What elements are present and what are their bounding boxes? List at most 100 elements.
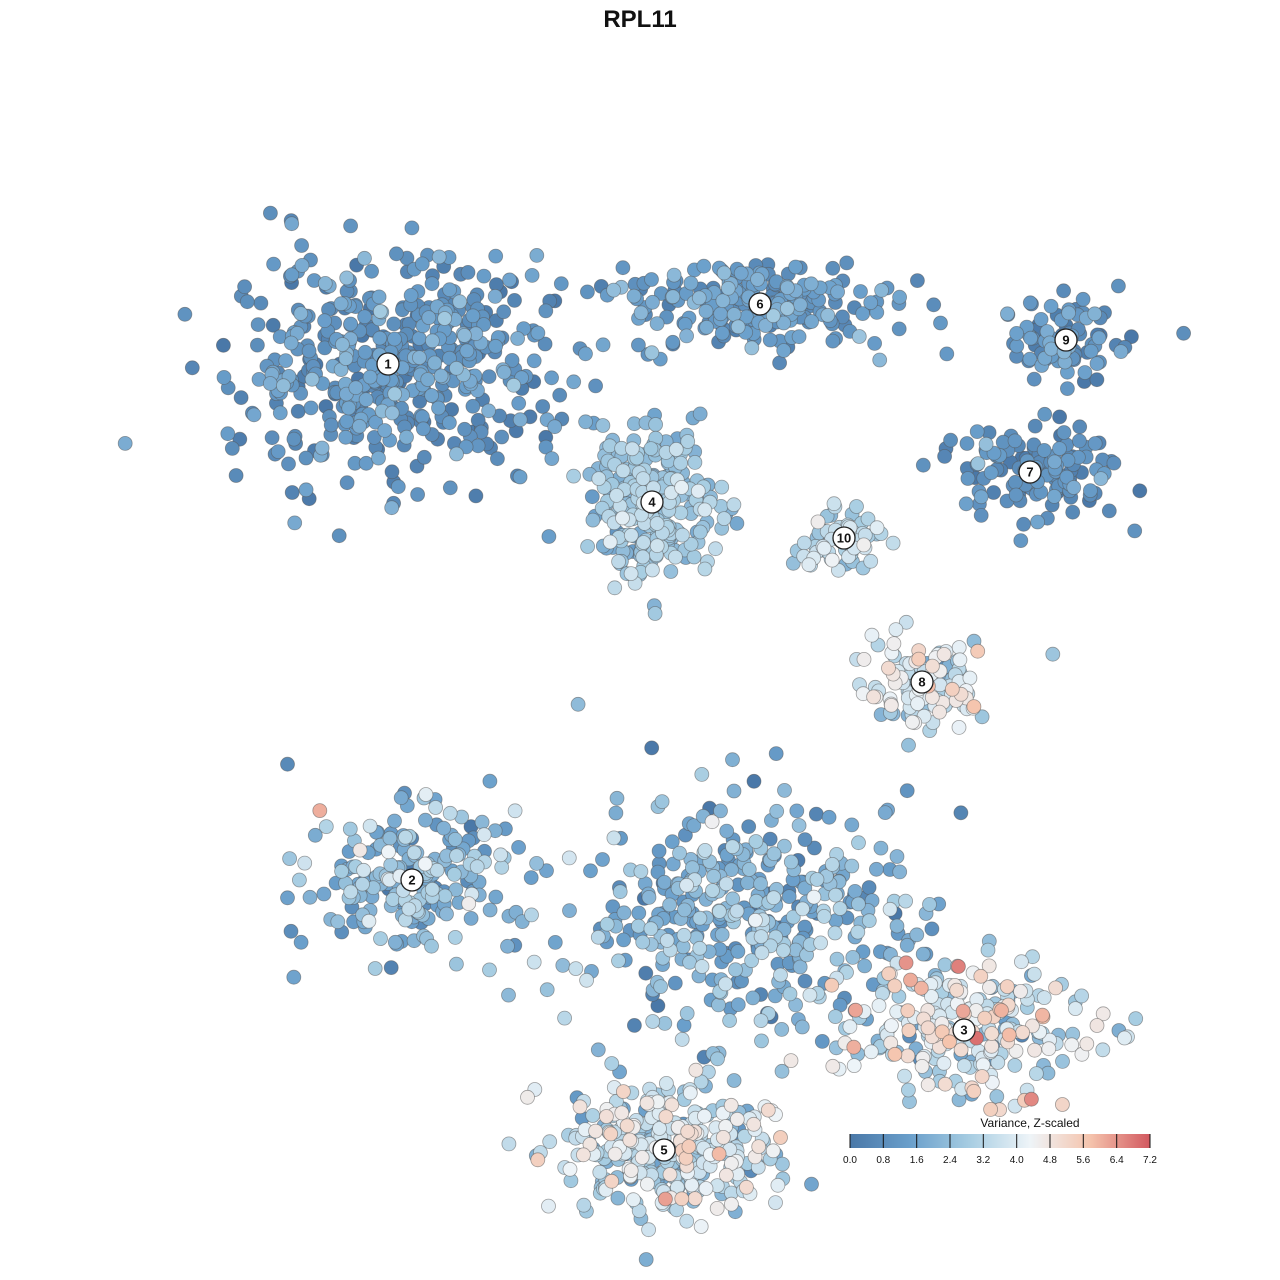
scatter-point xyxy=(668,441,684,457)
scatter-point xyxy=(984,1026,1000,1041)
scatter-point xyxy=(774,1063,790,1079)
scatter-point xyxy=(384,464,400,480)
scatter-point xyxy=(1176,325,1191,341)
scatter-point xyxy=(770,1177,786,1193)
scatter-point xyxy=(1087,306,1103,322)
scatter-point xyxy=(228,468,244,483)
scatter-point xyxy=(662,897,677,913)
scatter-point xyxy=(654,794,670,809)
scatter-point xyxy=(853,284,868,299)
legend-tick-label: 7.2 xyxy=(1143,1155,1157,1166)
scatter-point xyxy=(1072,433,1087,449)
scatter-point xyxy=(441,415,457,431)
scatter-point xyxy=(910,273,925,289)
scatter-point xyxy=(334,337,350,352)
scatter-point xyxy=(716,511,732,526)
scatter-point xyxy=(856,652,872,667)
scatter-point xyxy=(557,1010,572,1026)
scatter-point xyxy=(886,636,902,651)
scatter-point xyxy=(633,864,649,879)
scatter-point xyxy=(381,844,396,860)
scatter-point xyxy=(744,953,759,968)
scatter-point xyxy=(725,839,740,855)
scatter-point xyxy=(673,455,688,471)
legend-tick-label: 5.6 xyxy=(1076,1155,1090,1166)
scatter-point xyxy=(561,850,577,866)
scatter-point xyxy=(297,855,313,871)
scatter-point xyxy=(431,249,447,265)
scatter-point xyxy=(783,1053,799,1068)
scatter-point xyxy=(914,1059,930,1074)
scatter-point xyxy=(421,310,437,326)
scatter-point xyxy=(351,418,367,434)
scatter-point xyxy=(851,835,866,851)
scatter-point xyxy=(692,910,708,926)
scatter-point xyxy=(488,889,504,905)
scatter-point xyxy=(825,333,841,349)
scatter-point xyxy=(986,485,1001,500)
scatter-point xyxy=(899,937,915,953)
scatter-point xyxy=(553,276,569,292)
scatter-point xyxy=(489,451,505,467)
scatter-point xyxy=(626,288,642,304)
scatter-point xyxy=(936,1055,952,1071)
scatter-point xyxy=(547,935,563,950)
scatter-point xyxy=(638,1252,654,1267)
scatter-point xyxy=(861,913,877,929)
scatter-point xyxy=(753,929,769,944)
cluster-label-3: 3 xyxy=(952,1018,976,1042)
scatter-point xyxy=(635,471,651,487)
scatter-point xyxy=(619,1118,635,1134)
scatter-point xyxy=(371,289,387,305)
scatter-point xyxy=(851,896,866,912)
scatter-point xyxy=(885,535,901,551)
scatter-point xyxy=(748,834,764,849)
scatter-point xyxy=(436,820,452,836)
scatter-point xyxy=(699,319,714,335)
legend-tick-label: 3.2 xyxy=(976,1155,990,1166)
scatter-point xyxy=(983,1102,998,1117)
scatter-point xyxy=(871,998,887,1013)
scatter-point xyxy=(772,355,787,371)
scatter-point xyxy=(447,930,463,945)
scatter-point xyxy=(801,557,817,573)
scatter-point xyxy=(683,275,699,291)
scatter-point xyxy=(535,399,551,414)
scatter-point xyxy=(341,400,357,416)
scatter-point xyxy=(647,606,663,621)
scatter-point xyxy=(949,982,965,998)
scatter-point xyxy=(683,536,699,552)
scatter-point xyxy=(802,987,818,1003)
scatter-point xyxy=(510,331,525,346)
scatter-point xyxy=(783,854,799,870)
scatter-point xyxy=(1007,1058,1023,1073)
scatter-point xyxy=(262,205,278,221)
scatter-point xyxy=(1087,436,1103,451)
scatter-point xyxy=(604,1173,620,1189)
scatter-point xyxy=(672,845,687,861)
scatter-point xyxy=(645,1014,661,1029)
cluster-label-text: 3 xyxy=(960,1023,967,1038)
scatter-point xyxy=(293,306,309,321)
scatter-point xyxy=(828,1009,843,1024)
scatter-point xyxy=(977,1010,993,1026)
scatter-point xyxy=(728,962,743,978)
scatter-point xyxy=(773,1130,788,1145)
scatter-point xyxy=(233,390,249,406)
scatter-point xyxy=(572,1099,588,1115)
scatter-point xyxy=(753,876,768,892)
scatter-point xyxy=(399,429,414,445)
scatter-point xyxy=(788,259,803,275)
scatter-point xyxy=(507,292,522,308)
scatter-point xyxy=(827,925,843,941)
scatter-point xyxy=(583,863,598,879)
scatter-point xyxy=(867,335,882,351)
scatter-point xyxy=(864,627,880,643)
scatter-point xyxy=(1027,418,1043,434)
scatter-point xyxy=(832,901,848,916)
scatter-point xyxy=(265,317,281,333)
scatter-point xyxy=(1026,371,1042,387)
scatter-point xyxy=(658,1109,674,1125)
scatter-point xyxy=(358,455,374,471)
scatter-point xyxy=(501,1136,517,1152)
